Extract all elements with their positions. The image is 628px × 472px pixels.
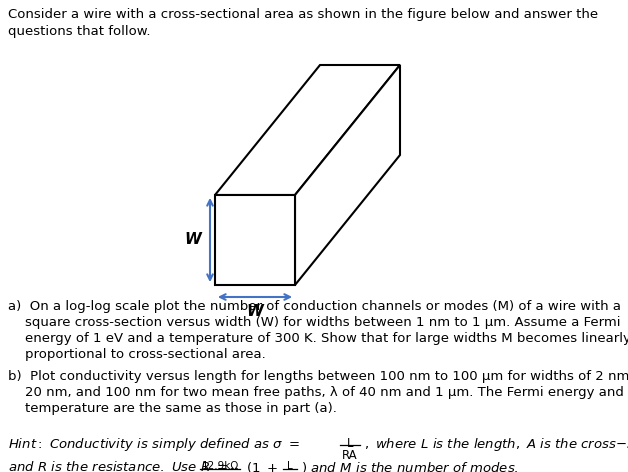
Text: $\mathit{and\ R\ is\ the\ resistance.\ Use\ R\ =\ }$: $\mathit{and\ R\ is\ the\ resistance.\ U… [8, 460, 228, 472]
Text: RA: RA [342, 449, 358, 462]
Text: proportional to cross-sectional area.: proportional to cross-sectional area. [8, 348, 266, 361]
Polygon shape [215, 65, 400, 195]
Text: a)  On a log-log scale plot the number of conduction channels or modes (M) of a : a) On a log-log scale plot the number of… [8, 300, 621, 313]
Text: $\mathit{)\ and\ M\ is\ the\ number\ of\ modes.}$: $\mathit{)\ and\ M\ is\ the\ number\ of\… [301, 460, 519, 472]
Text: 20 nm, and 100 nm for two mean free paths, λ of 40 nm and 1 μm. The Fermi energy: 20 nm, and 100 nm for two mean free path… [8, 386, 624, 399]
Text: energy of 1 eV and a temperature of 300 K. Show that for large widths M becomes : energy of 1 eV and a temperature of 300 … [8, 332, 628, 345]
Text: W: W [185, 233, 202, 247]
Text: L: L [347, 437, 353, 450]
Text: b)  Plot conductivity versus length for lengths between 100 nm to 100 μm for wid: b) Plot conductivity versus length for l… [8, 370, 628, 383]
Polygon shape [295, 65, 400, 285]
Text: square cross-section versus width (W) for widths between 1 nm to 1 μm. Assume a : square cross-section versus width (W) fo… [8, 316, 620, 329]
Text: $\mathit{(1\ +\ }$: $\mathit{(1\ +\ }$ [246, 460, 278, 472]
Text: L: L [287, 461, 293, 471]
Text: $\mathit{Hint{:}\ Conductivity\ is\ simply\ defined\ as\ \sigma\ =\ }$: $\mathit{Hint{:}\ Conductivity\ is\ simp… [8, 436, 300, 453]
Polygon shape [215, 195, 295, 285]
Text: temperature are the same as those in part (a).: temperature are the same as those in par… [8, 402, 337, 415]
Text: Consider a wire with a cross-sectional area as shown in the figure below and ans: Consider a wire with a cross-sectional a… [8, 8, 598, 21]
Text: 12.9kΩ: 12.9kΩ [202, 461, 239, 471]
Text: questions that follow.: questions that follow. [8, 25, 151, 38]
Text: $\mathit{,\ where\ L\ is\ the\ length,\ A\ is\ the\ cross{-}sectional\ area,}$: $\mathit{,\ where\ L\ is\ the\ length,\ … [364, 436, 628, 453]
Text: W: W [247, 303, 263, 319]
